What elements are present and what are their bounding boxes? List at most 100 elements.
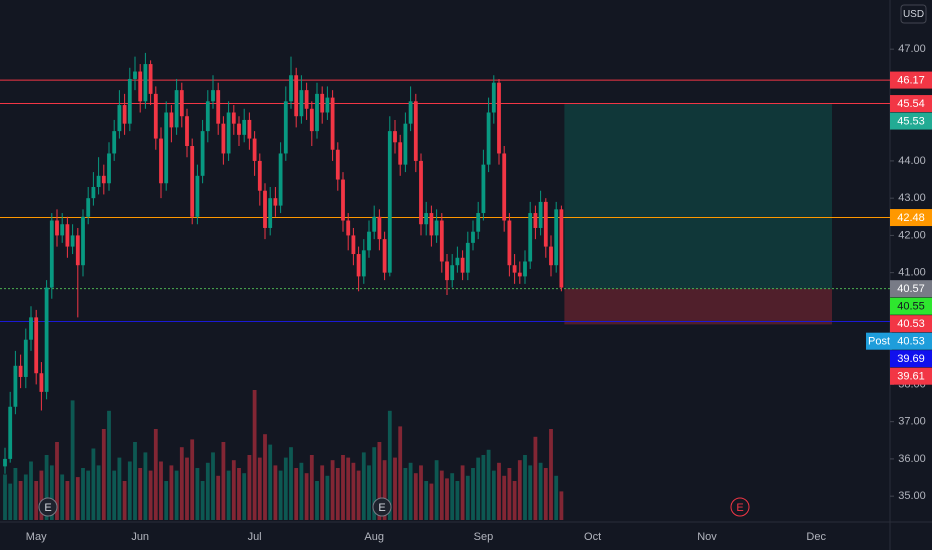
volume-bar <box>23 474 28 520</box>
candle-body <box>60 224 65 236</box>
volume-bar <box>263 434 267 520</box>
candle-body <box>476 213 481 232</box>
x-tick-label: Jul <box>248 531 262 543</box>
price-label-box <box>890 367 932 385</box>
volume-bar <box>434 460 439 520</box>
volume-bar <box>169 465 174 520</box>
candle-body <box>393 131 397 143</box>
candle-body <box>216 90 221 124</box>
volume-bar <box>211 452 215 520</box>
volume-bar <box>517 460 522 520</box>
candle-body <box>96 175 101 187</box>
candle-body <box>133 71 137 79</box>
volume-bar <box>247 455 252 520</box>
volume-bar <box>34 481 39 520</box>
volume-bar <box>75 477 80 520</box>
volume-bar <box>393 457 397 520</box>
volume-bar <box>460 465 465 520</box>
candle-body <box>424 213 429 225</box>
volume-bar <box>325 475 330 520</box>
price-label: 45.54 <box>897 98 925 110</box>
y-tick-label: 47.00 <box>898 43 926 55</box>
candle-body <box>86 198 91 217</box>
volume-bar <box>148 470 153 520</box>
candle-body <box>211 90 215 102</box>
volume-bar <box>143 452 148 520</box>
candle-body <box>533 213 538 228</box>
candle-body <box>559 209 564 288</box>
candle-body <box>75 235 80 266</box>
candle-body <box>159 138 163 184</box>
volume-bar <box>237 468 241 520</box>
candle-body <box>70 235 75 247</box>
candle-body <box>247 119 252 139</box>
x-tick-label: Dec <box>806 531 826 543</box>
y-tick-label: 36.00 <box>898 453 926 465</box>
volume-bar <box>476 457 481 520</box>
candle-body <box>112 131 117 154</box>
volume-bar <box>439 470 444 520</box>
price-label: 39.61 <box>897 371 925 383</box>
volume-bar <box>112 470 117 520</box>
candles <box>3 52 564 474</box>
candle-body <box>434 220 439 236</box>
event-marker[interactable] <box>730 497 750 517</box>
volume-bar <box>231 460 236 520</box>
event-label: E <box>378 502 385 514</box>
candle-body <box>221 123 226 154</box>
price-label-box <box>890 95 932 113</box>
volume-bar <box>195 468 200 520</box>
candle-body <box>39 373 44 392</box>
volume-bar <box>554 475 559 520</box>
event-marker[interactable] <box>372 497 392 517</box>
price-label: 42.48 <box>897 212 925 224</box>
volume-bar <box>341 455 345 520</box>
candle-body <box>502 153 507 221</box>
candle-body <box>528 213 533 262</box>
volume-bar <box>44 455 49 520</box>
candle-body <box>117 105 122 132</box>
currency-button[interactable] <box>900 4 927 24</box>
event-label: E <box>44 502 51 514</box>
price-label: 46.17 <box>897 74 925 86</box>
volume-bar <box>226 470 231 520</box>
volume-bar <box>122 481 127 520</box>
candle-body <box>439 220 444 262</box>
candle-body <box>263 190 267 228</box>
candle-body <box>231 112 236 124</box>
volume-bar <box>101 429 106 520</box>
candle-body <box>153 93 158 139</box>
candle-body <box>257 160 262 191</box>
candle-body <box>148 64 153 94</box>
volume-bar <box>309 455 314 520</box>
price-labels: 46.17 45.54 45.53 42.48 40.57 40.55 40.53 40.53… <box>866 71 932 385</box>
price-label: 40.53 <box>897 336 925 348</box>
candle-body <box>65 224 70 247</box>
volume-bar <box>127 461 132 520</box>
candle-body <box>185 116 189 147</box>
x-tick-label: May <box>26 531 47 543</box>
volume-bar <box>481 455 486 520</box>
volume-bar <box>60 474 65 520</box>
y-tick-label: 41.00 <box>898 267 926 279</box>
volume-bar <box>81 468 85 520</box>
volume-bar <box>387 410 392 520</box>
candle-body <box>242 119 247 135</box>
volume-bar <box>382 460 387 520</box>
volume-bar <box>304 473 309 520</box>
volume-bar <box>3 474 7 520</box>
event-marker[interactable] <box>38 497 58 517</box>
candle-body <box>29 317 33 340</box>
price-label: 39.69 <box>897 353 925 365</box>
y-tick-label: 44.00 <box>898 155 926 167</box>
price-label-box <box>890 297 932 315</box>
volume-bar <box>413 473 418 520</box>
x-tick-label: Nov <box>697 531 717 543</box>
candle-body <box>283 101 288 154</box>
candle-body <box>304 90 309 109</box>
candle-body <box>320 93 325 113</box>
volume-bar <box>252 390 257 520</box>
candle-body <box>491 82 496 113</box>
volume-bar <box>29 461 33 520</box>
